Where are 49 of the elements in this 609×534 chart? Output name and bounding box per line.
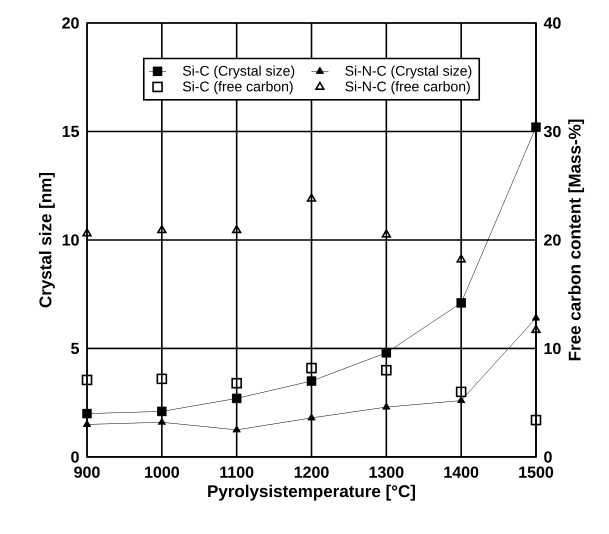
point [232,394,242,404]
point [157,224,167,234]
point [231,378,242,389]
y2-tick-label: 10 [544,342,561,354]
legend-label: Si-N-C (Crystal size) [345,66,472,79]
y2-tick-label: 20 [544,234,561,246]
y-tick-label: 10 [62,234,79,246]
point [157,406,167,416]
point [82,408,92,418]
point [530,414,542,426]
y-tick-label: 0 [71,451,79,463]
point [307,413,316,420]
x-tick-label: 1400 [444,466,478,478]
point [382,229,392,238]
legend-label: Si-C (Crystal size) [182,66,294,79]
y2-tick-label: 0 [544,451,552,463]
x-tick-label: 1200 [294,466,329,478]
legend-label: Si-C (free carbon) [182,81,293,94]
point [381,364,392,376]
x-tick-label: 1100 [220,466,254,478]
point [82,374,92,386]
point [232,425,241,432]
point [306,362,317,374]
point [382,348,392,358]
x-tick-label: 1000 [145,466,179,478]
point [456,254,466,263]
x-axis-title: Pyrolysistemperature [°C] [208,484,415,501]
x-tick-label: 900 [74,466,100,478]
y2-tick-label: 30 [544,126,561,138]
point [456,386,466,398]
y-tick-label: 20 [62,17,79,29]
point [382,402,390,410]
y2-axis-title: Free carbon content [Mass-%] [568,120,584,360]
y-axis-title: Crystal size [nm] [38,172,55,308]
point [531,324,541,334]
x-tick-label: 1300 [370,466,404,478]
point [456,298,466,308]
point [158,418,166,425]
point [156,374,168,384]
y-tick-label: 15 [62,126,80,138]
point [306,193,316,202]
point [306,376,316,386]
point [82,228,92,237]
x-tick-label: 1500 [519,466,554,478]
point [232,224,242,234]
point [82,420,92,427]
y-tick-label: 5 [71,342,80,354]
legend-label: Si-N-C (free carbon) [345,81,470,94]
y2-tick-label: 40 [544,17,561,29]
